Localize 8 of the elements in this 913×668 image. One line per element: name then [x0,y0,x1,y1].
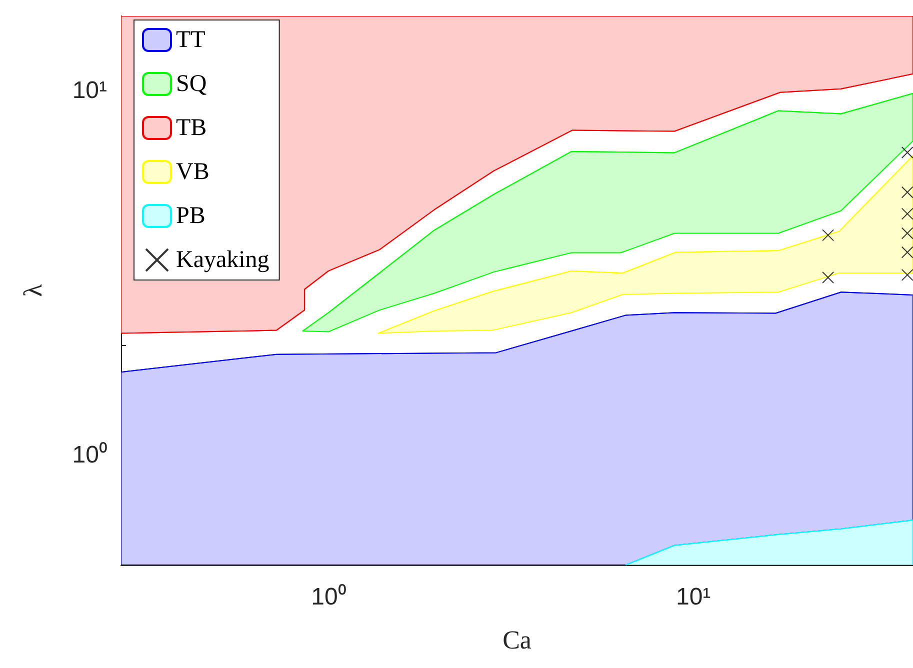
y-axis-title: λ [18,284,48,297]
x-axis-title: Ca [502,626,532,654]
legend-label: PB [176,203,206,229]
legend-label: Kayaking [176,247,270,273]
legend-label: VB [176,159,210,185]
legend-label: SQ [176,71,207,97]
legend-label: TB [176,115,207,141]
legend-label: TT [176,27,206,53]
